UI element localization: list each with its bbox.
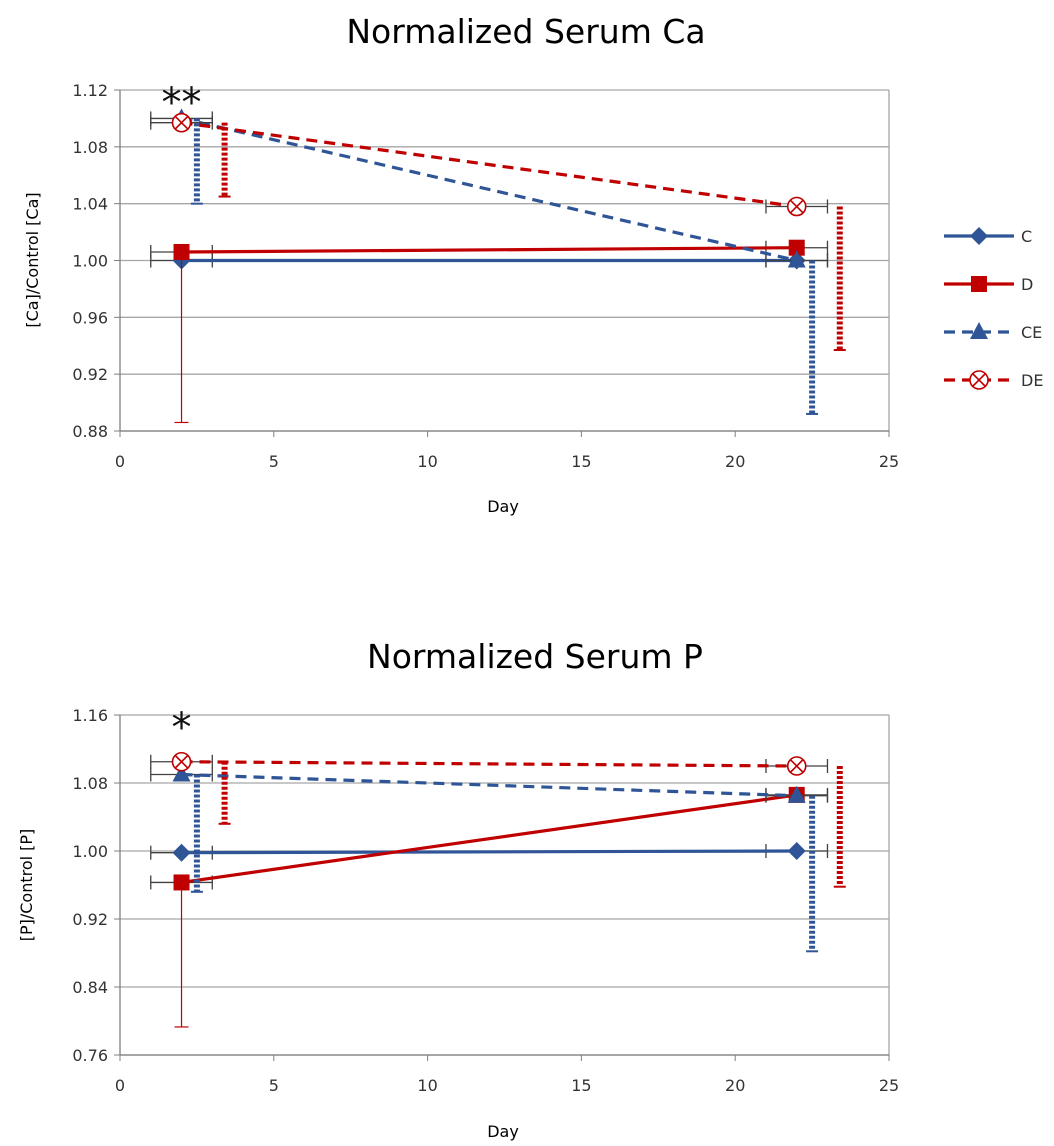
y-tick-label: 0.76 [72,1046,108,1065]
chart-p-x-axis-label: Day [487,1122,519,1141]
series-line-c [181,849,797,855]
legend-marker [971,276,987,292]
series-line-d [181,246,797,254]
y-tick-label: 1.00 [72,842,108,861]
y-tick-label: 1.04 [72,195,108,214]
y-error-bar [218,122,231,198]
y-tick-label: 0.88 [72,422,108,441]
series-d [150,786,829,1028]
data-point [788,239,805,256]
significance-annotation: ** [162,80,202,126]
x-tick-label: 15 [571,452,591,471]
legend-label: C [1021,227,1032,246]
data-point [786,756,807,776]
data-point [787,785,806,803]
y-error-bar [806,795,819,953]
x-tick-label: 20 [725,452,745,471]
legend-marker [970,322,988,339]
chart-p: Normalized Serum P 0.76 0.84 0.92 1.00 1.08 1… [17,637,899,1141]
data-point [173,243,190,260]
data-point [786,196,807,217]
y-error-bar [218,761,231,825]
legend-item-de: DE [944,370,1043,390]
data-point [172,843,191,862]
legend-marker [970,227,988,245]
chart-ca-y-axis-label: [Ca]/Control [Ca] [23,192,42,327]
y-tick-label: 0.92 [72,910,108,929]
series-d [150,239,829,424]
x-tick-label: 0 [115,452,125,471]
series-c [150,842,829,862]
legend-label: D [1021,275,1033,294]
y-tick-label: 0.84 [72,978,108,997]
legend: C D CE DE [944,227,1043,390]
legend-item-ce: CE [944,322,1042,342]
series-de [150,112,846,352]
y-error-bar [833,766,846,888]
x-tick-label: 20 [725,1076,745,1095]
chart-ca-x-axis-label: Day [487,497,519,516]
chart-p-title: Normalized Serum P [367,637,703,676]
legend-item-c: C [944,227,1032,246]
y-error-bar [174,882,189,1028]
significance-annotation: * [172,705,192,751]
y-error-bar [833,206,846,352]
chart-p-plot: 0.76 0.84 0.92 1.00 1.08 1.16 0 5 10 15 20 25 * [72,705,899,1095]
chart-ca: Normalized Serum Ca 0.88 0.92 0.96 1.00 1.04… [23,12,899,516]
x-tick-label: 15 [571,1076,591,1095]
data-point [787,250,806,268]
y-tick-label: 1.08 [72,138,108,157]
series-line-de [181,760,797,768]
y-tick-label: 1.12 [72,81,108,100]
series-line-ce [181,116,798,263]
data-point [173,874,190,891]
x-tick-label: 5 [269,452,279,471]
y-tick-label: 0.92 [72,365,108,384]
series-line-ce [181,772,797,798]
x-tick-label: 25 [879,452,899,471]
y-tick-label: 1.16 [72,706,108,725]
x-tick-label: 10 [417,452,437,471]
series-line-d [181,793,797,885]
legend-item-d: D [944,275,1033,294]
y-error-bar [190,118,203,205]
legend-label: DE [1021,371,1043,390]
y-tick-label: 1.00 [72,252,108,271]
series-de [150,751,846,888]
y-error-bar [806,260,819,415]
series-ce [150,764,829,953]
chart-ca-plot: 0.88 0.92 0.96 1.00 1.04 1.08 1.12 0 5 10 15 20 25 ** [72,80,899,471]
series-ce [150,108,829,415]
y-error-bar [174,251,189,424]
x-tick-label: 0 [115,1076,125,1095]
series-line-de [181,121,797,209]
y-tick-label: 1.08 [72,774,108,793]
y-error-bar [190,774,203,893]
data-point [171,751,192,772]
legend-marker [969,370,989,390]
x-tick-label: 25 [879,1076,899,1095]
x-tick-label: 5 [269,1076,279,1095]
y-tick-label: 0.96 [72,308,108,327]
data-point [171,112,192,133]
series-c [150,251,829,270]
data-point [787,842,806,860]
legend-label: CE [1021,323,1042,342]
chart-ca-title: Normalized Serum Ca [346,12,705,51]
chart-p-y-axis-label: [P]/Control [P] [17,829,36,942]
x-tick-label: 10 [417,1076,437,1095]
data-point [172,764,191,782]
